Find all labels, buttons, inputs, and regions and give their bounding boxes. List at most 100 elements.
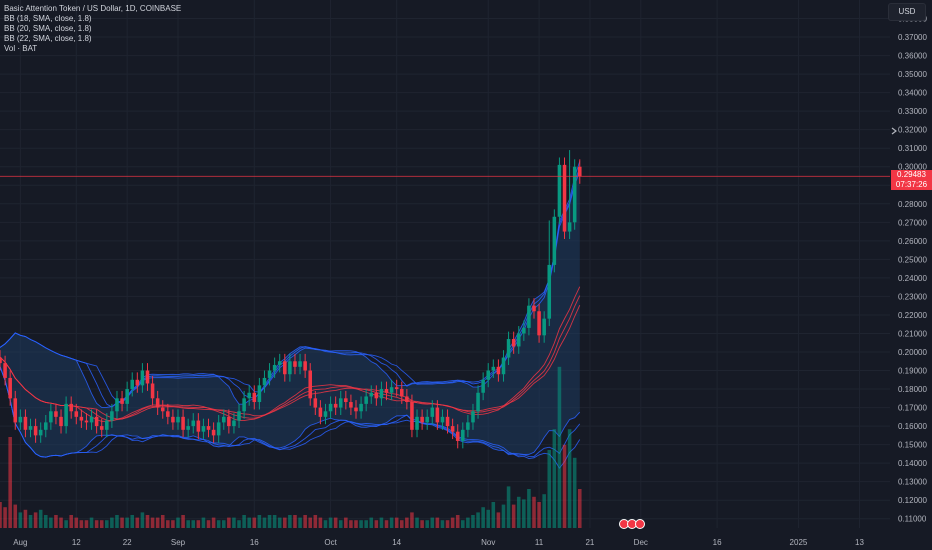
bollinger-mid-line — [0, 295, 581, 422]
y-tick-label: 0.27000 — [898, 218, 927, 227]
volume-bar — [130, 515, 135, 528]
volume-bar — [247, 517, 251, 528]
indicator-bb-22[interactable]: BB (22, SMA, close, 1.8) — [4, 34, 92, 43]
candle-body — [115, 398, 119, 412]
indicator-volume[interactable]: Vol · BAT — [4, 44, 38, 53]
candle-body — [359, 403, 363, 412]
candle-body — [486, 370, 491, 380]
x-tick-label: 14 — [392, 538, 401, 547]
volume-bar — [38, 509, 43, 528]
volume-bar — [125, 517, 129, 528]
last-price-value: 0.29483 — [897, 170, 926, 180]
volume-bar — [267, 515, 272, 528]
candle-body — [186, 426, 190, 430]
candle-body — [496, 366, 501, 375]
candle-body — [59, 416, 63, 427]
candle-body — [389, 387, 394, 393]
candle-body — [252, 392, 257, 403]
candle-body — [120, 398, 124, 404]
candle-body — [196, 420, 201, 432]
candle-body — [532, 305, 536, 312]
candle-body — [522, 327, 526, 334]
volume-bar — [384, 520, 389, 528]
volume-bar — [379, 517, 384, 528]
volume-bar — [0, 502, 2, 528]
x-tick-label: 16 — [250, 538, 259, 547]
volume-bar — [577, 489, 582, 528]
candle-body — [38, 429, 43, 436]
bollinger-lo-line — [0, 365, 581, 469]
volume-bar — [28, 515, 33, 528]
volume-bar — [522, 499, 526, 528]
volume-bar — [89, 517, 94, 528]
volume-bar — [64, 520, 68, 528]
volume-bar — [23, 509, 28, 528]
candle-body — [420, 416, 424, 423]
y-tick-label: 0.18000 — [898, 385, 927, 394]
candle-body — [577, 166, 582, 177]
symbol-title: Basic Attention Token / US Dollar, 1D, C… — [4, 4, 182, 13]
volume-bar — [13, 504, 18, 528]
x-tick-label: 13 — [855, 538, 864, 547]
candle-body — [384, 389, 389, 393]
candle-body — [557, 164, 562, 217]
candle-body — [567, 222, 572, 232]
x-tick-label: Dec — [634, 538, 648, 547]
volume-bar — [374, 520, 379, 528]
y-tick-label: 0.25000 — [898, 255, 927, 264]
candle-body — [455, 431, 460, 441]
candle-body — [476, 392, 480, 412]
volume-bar — [333, 517, 338, 528]
volume-bar — [120, 517, 124, 528]
candle-body — [8, 377, 12, 399]
indicator-bb-18[interactable]: BB (18, SMA, close, 1.8) — [4, 14, 92, 23]
candle-body — [74, 411, 79, 417]
volume-bar — [455, 515, 460, 528]
candle-body — [313, 398, 318, 408]
candle-body — [435, 407, 440, 423]
bollinger-fill — [0, 161, 580, 458]
volume-bar — [450, 517, 455, 528]
volume-bar — [567, 429, 572, 528]
candle-body — [221, 416, 226, 423]
y-tick-label: 0.26000 — [898, 237, 927, 246]
candle-body — [547, 264, 552, 319]
candle-body — [18, 416, 23, 423]
candle-body — [28, 426, 33, 430]
candle-body — [150, 383, 155, 399]
candle-body — [181, 416, 185, 430]
volume-bar — [262, 517, 267, 528]
candle-body — [542, 318, 546, 336]
volume-bar — [435, 517, 440, 528]
volume-bar — [359, 520, 363, 528]
y-axis: 0.11000 0.12000 0.13000 0.14000 0.15000 0.160… — [898, 15, 927, 524]
candle-body — [247, 392, 251, 399]
candle-body — [425, 416, 429, 423]
y-tick-label: 0.16000 — [898, 422, 927, 431]
candle-body — [379, 389, 384, 399]
currency-button[interactable]: USD — [888, 3, 926, 21]
volume-bar — [59, 517, 63, 528]
volume-bar — [481, 507, 485, 528]
volume-bar — [298, 517, 302, 528]
bollinger-mid-line — [0, 305, 581, 420]
y-tick-label: 0.35000 — [898, 70, 927, 79]
volume-bar — [501, 504, 506, 528]
x-tick-label: Nov — [481, 538, 495, 547]
volume-bar — [313, 515, 318, 528]
candle-body — [160, 407, 165, 412]
volume-bar — [33, 512, 38, 528]
candle-body — [272, 364, 277, 371]
volume-bar — [171, 520, 175, 528]
indicator-bb-20[interactable]: BB (20, SMA, close, 1.8) — [4, 24, 92, 33]
y-tick-label: 0.22000 — [898, 311, 927, 320]
candle-body — [267, 370, 272, 378]
bollinger-lo-line — [0, 365, 581, 458]
candle-body — [89, 416, 94, 423]
candle-body — [506, 339, 511, 358]
candle-body — [415, 416, 419, 430]
chevron-right-icon[interactable] — [890, 127, 898, 135]
candle-body — [54, 411, 58, 417]
